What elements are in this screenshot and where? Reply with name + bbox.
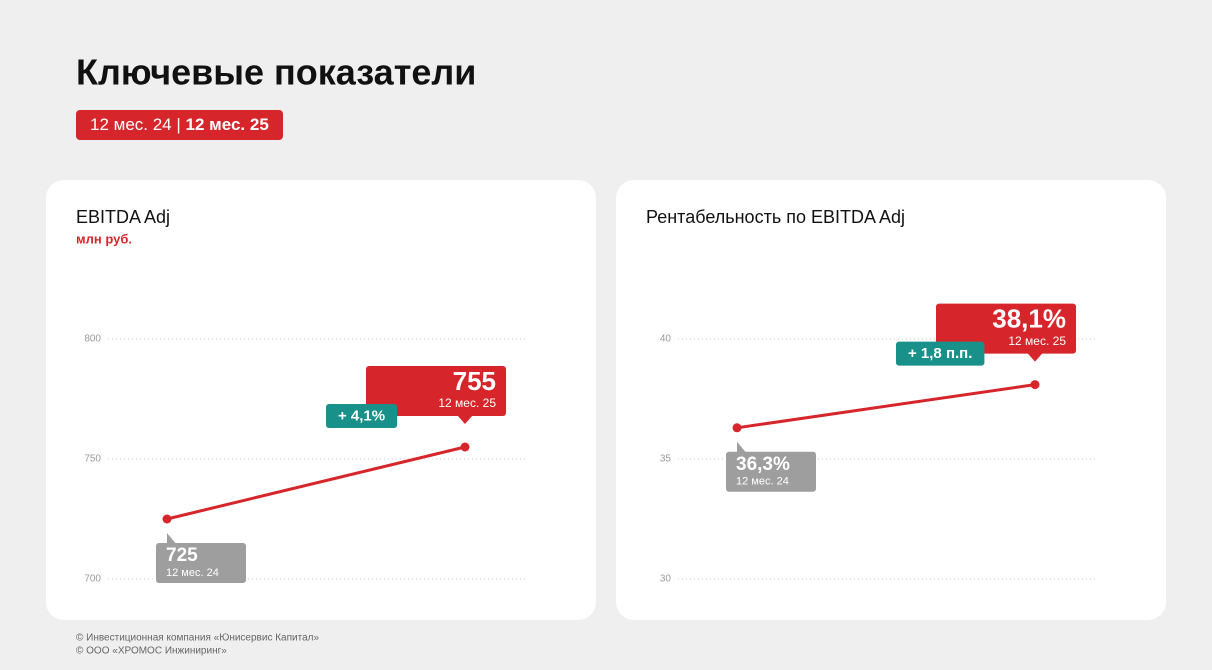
- footer-line: © Инвестиционная компания «Юнисервис Кап…: [76, 633, 319, 644]
- label-box: [726, 451, 816, 492]
- page-title: Ключевые показатели: [76, 52, 476, 93]
- label-box: [366, 366, 506, 416]
- footer-line: © ООО «ХРОМОС Инжиниринг»: [76, 646, 227, 657]
- value-label: 36,3%: [736, 454, 790, 475]
- change-label: + 4,1%: [338, 407, 385, 424]
- value-label: 755: [453, 366, 496, 396]
- period-previous: 12 мес. 24: [90, 115, 172, 134]
- change-label: + 1,8 п.п.: [908, 345, 972, 362]
- label-tail: [1027, 352, 1043, 362]
- y-tick-label: 750: [84, 454, 101, 465]
- y-tick-label: 800: [84, 334, 101, 345]
- point: [460, 442, 470, 452]
- card: [46, 180, 596, 620]
- y-tick-label: 35: [660, 454, 672, 465]
- y-tick-label: 700: [84, 574, 101, 585]
- period-separator: |: [176, 115, 181, 134]
- point: [162, 514, 172, 524]
- category-label: 12 мес. 24: [166, 567, 219, 579]
- chart-subtitle: млн руб.: [76, 231, 132, 246]
- value-label: 725: [166, 545, 198, 566]
- y-tick-label: 40: [660, 334, 672, 345]
- line: [736, 383, 1036, 430]
- period-badge: 12 мес. 24 | 12 мес. 25: [76, 110, 283, 140]
- point: [1030, 380, 1040, 390]
- period-current: 12 мес. 25: [185, 115, 269, 134]
- y-tick-label: 30: [660, 574, 672, 585]
- point: [732, 423, 742, 433]
- line: [166, 445, 466, 521]
- change-badge: [326, 404, 398, 428]
- category-label: 12 мес. 25: [438, 396, 496, 410]
- category-label: 12 мес. 25: [1008, 334, 1066, 348]
- card: [616, 180, 1166, 620]
- value-label: 38,1%: [992, 303, 1066, 333]
- chart-title: Рентабельность по EBITDA Adj: [646, 207, 905, 227]
- label-tail: [457, 415, 473, 424]
- label-box: [156, 543, 246, 583]
- label-tail: [737, 441, 747, 454]
- label-box: [936, 303, 1076, 354]
- chart-title: EBITDA Adj: [76, 207, 170, 227]
- category-label: 12 мес. 24: [736, 476, 789, 488]
- change-badge: [896, 341, 985, 366]
- label-tail: [167, 533, 177, 545]
